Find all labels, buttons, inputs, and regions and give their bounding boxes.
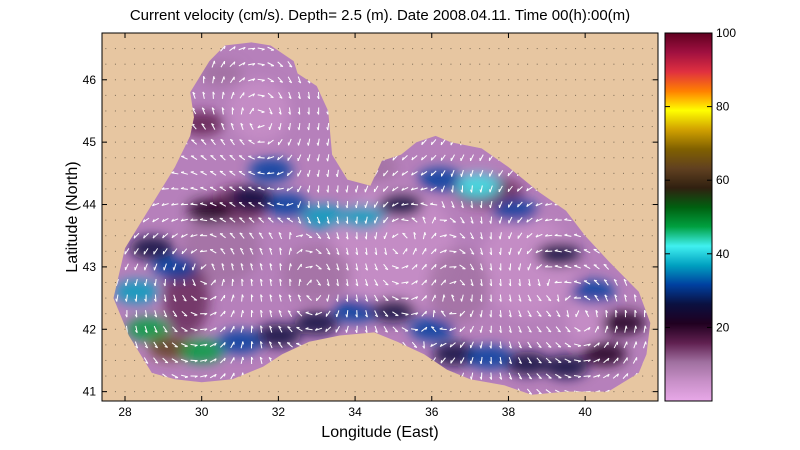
y-tick-label: 44 <box>83 198 97 212</box>
x-tick-label: 34 <box>348 405 362 419</box>
x-tick-label: 28 <box>118 405 132 419</box>
y-tick-label: 41 <box>83 385 97 399</box>
x-axis-label: Longitude (East) <box>321 424 438 441</box>
chart-title: Current velocity (cm/s). Depth= 2.5 (m).… <box>130 7 630 24</box>
plot-frame <box>101 32 659 402</box>
y-tick-label: 42 <box>83 322 97 336</box>
colorbar-ticks: 20 40 60 80 100 <box>665 26 736 334</box>
y-axis: 41 42 43 44 45 46 <box>83 73 658 399</box>
colorbar-tick-label: 20 <box>716 320 730 334</box>
colorbar-tick-label: 60 <box>716 173 730 187</box>
x-tick-label: 32 <box>272 405 286 419</box>
colorbar-tick-label: 100 <box>716 26 736 40</box>
y-axis-label: Latitude (North) <box>64 161 81 272</box>
y-tick-label: 43 <box>83 260 97 274</box>
x-tick-label: 40 <box>578 405 592 419</box>
colorbar-gradient <box>664 32 713 402</box>
y-tick-label: 46 <box>83 73 97 87</box>
x-tick-label: 30 <box>195 405 209 419</box>
x-axis: 28 30 32 34 36 38 40 <box>118 33 592 419</box>
colorbar: 20 40 60 80 100 <box>664 26 736 402</box>
x-tick-label: 38 <box>502 405 516 419</box>
colorbar-tick-label: 40 <box>716 247 730 261</box>
colorbar-tick-label: 80 <box>716 100 730 114</box>
x-tick-label: 36 <box>425 405 439 419</box>
y-tick-label: 45 <box>83 135 97 149</box>
